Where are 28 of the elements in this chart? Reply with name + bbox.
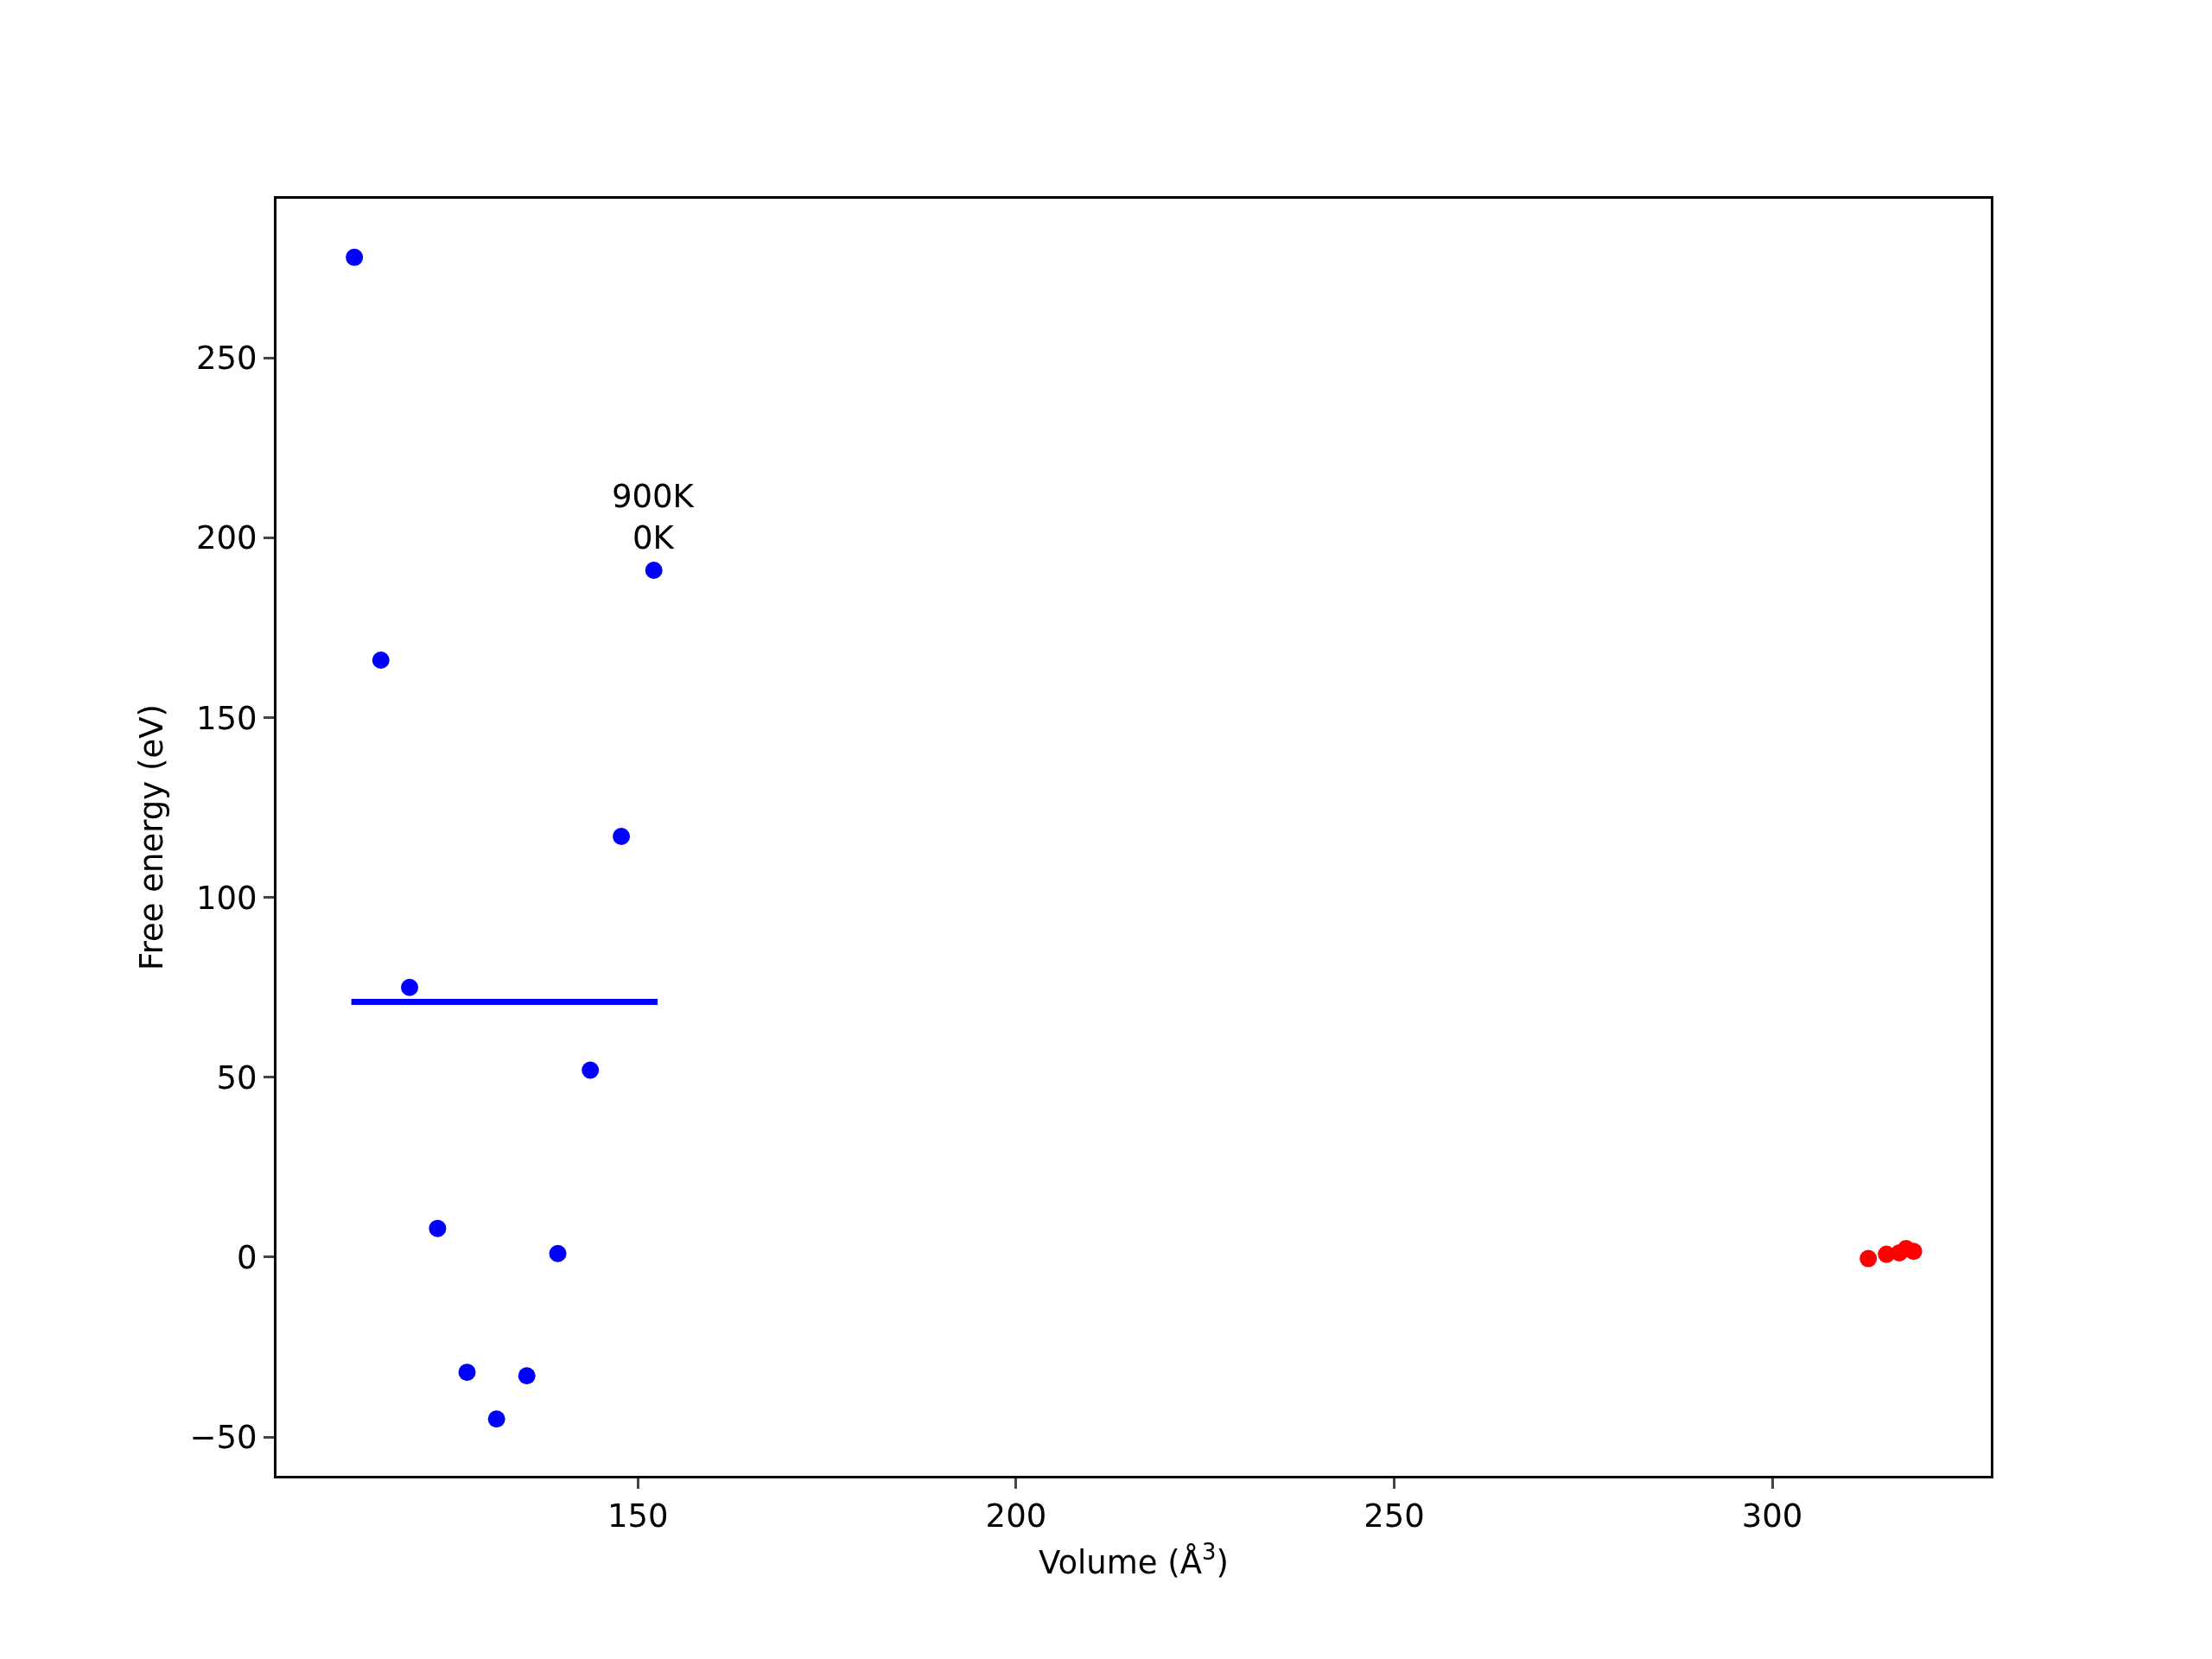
point: [582, 1061, 600, 1079]
point: [401, 978, 419, 996]
x-tick-label: 250: [1363, 1497, 1425, 1535]
point: [429, 1219, 447, 1237]
annotation: 900K: [612, 478, 696, 515]
y-tick-label: 200: [195, 519, 257, 557]
point: [549, 1244, 567, 1262]
point: [1904, 1243, 1923, 1261]
point: [346, 248, 364, 266]
point: [458, 1363, 476, 1382]
y-tick-label: 0: [237, 1238, 257, 1276]
y-tick-label: 150: [195, 699, 257, 737]
point: [613, 827, 631, 845]
y-tick-label: 250: [195, 340, 257, 378]
y-tick-label: −50: [189, 1419, 257, 1456]
x-tick-label: 150: [607, 1497, 669, 1535]
y-axis-title: Free energy (eV): [133, 704, 171, 970]
x-tick-label: 300: [1741, 1497, 1803, 1535]
point: [372, 652, 390, 669]
point: [645, 561, 663, 579]
y-tick-label: 100: [195, 879, 257, 917]
y-tick-label: 50: [216, 1058, 257, 1096]
point: [1859, 1249, 1878, 1268]
annotation: 0K: [632, 519, 676, 556]
point: [487, 1410, 505, 1428]
x-tick-label: 200: [985, 1497, 1047, 1535]
point: [518, 1367, 536, 1385]
x-axis-title: Volume (Å$^{3}$): [1038, 1539, 1230, 1581]
